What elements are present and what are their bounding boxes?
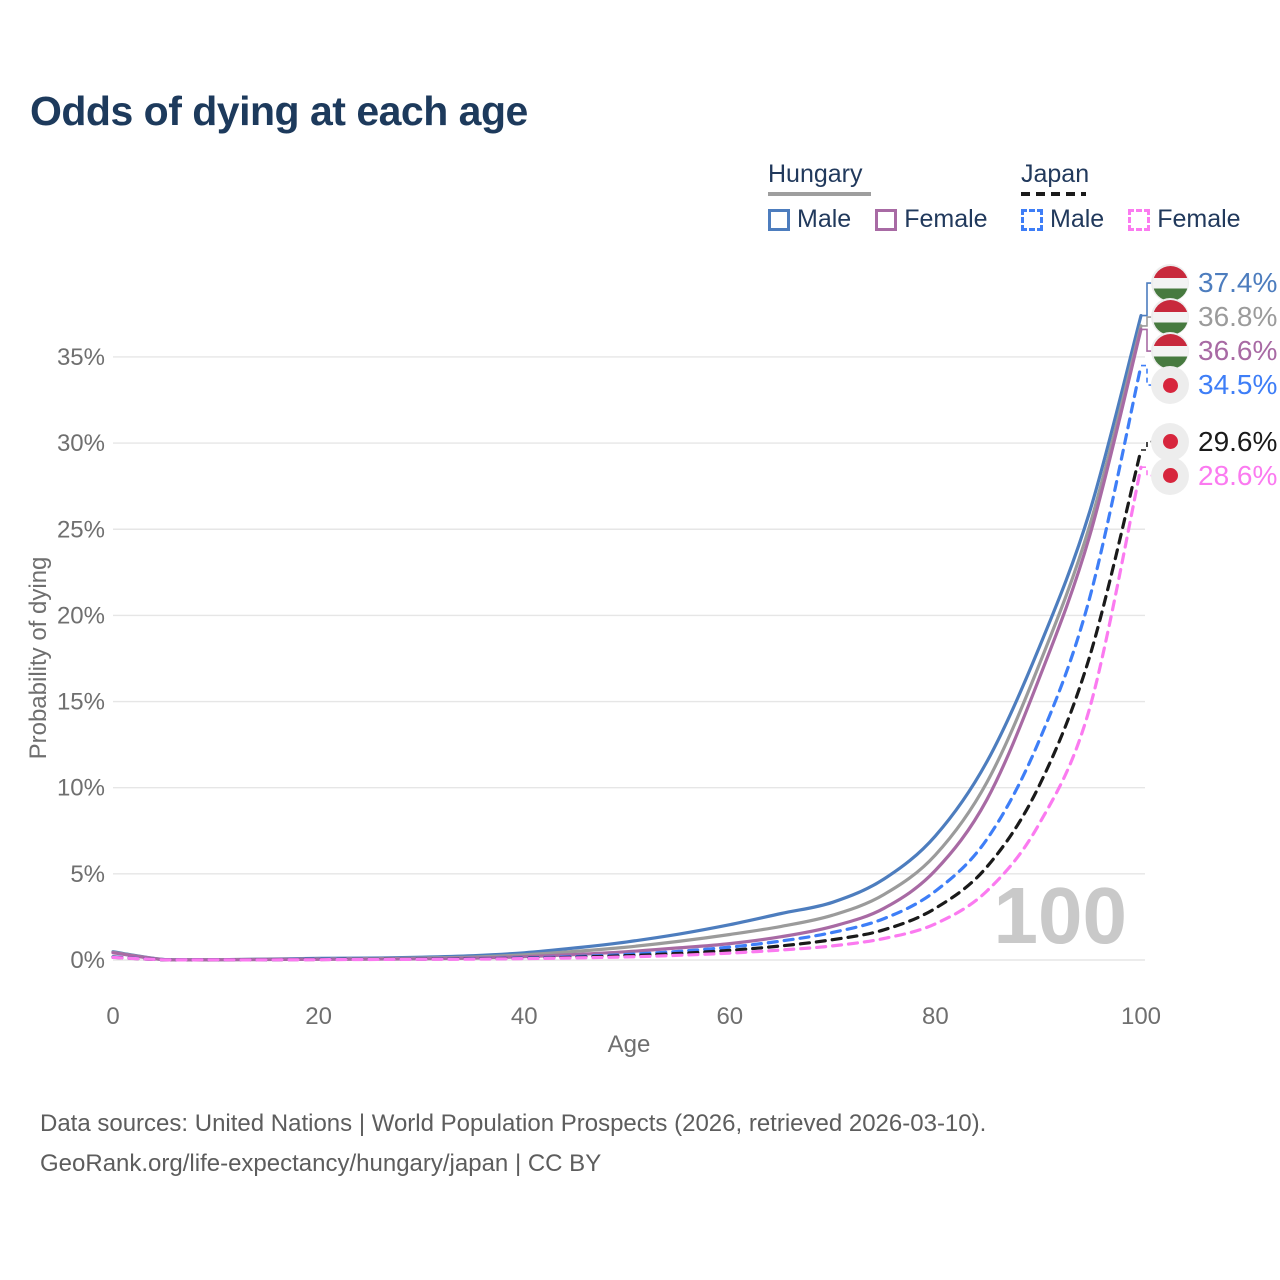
japan-female-swatch-icon — [1128, 208, 1151, 231]
footer-data-sources: Data sources: United Nations | World Pop… — [40, 1110, 987, 1137]
svg-text:5%: 5% — [70, 861, 105, 888]
end-label-connector — [1141, 316, 1152, 327]
end-label-connector — [1141, 466, 1152, 477]
legend-country-hungary[interactable]: Hungary — [768, 160, 988, 196]
end-label-value: 36.8% — [1198, 301, 1278, 333]
end-label-row-hungary-female: 36.6% — [1151, 332, 1278, 371]
series-line-hungary-female — [111, 327, 1143, 962]
end-label-row-hungary-both: 36.8% — [1151, 298, 1278, 337]
end-label-value: 34.5% — [1198, 369, 1278, 401]
japan-dashed-line-key-icon — [1021, 192, 1086, 196]
svg-text:30%: 30% — [57, 430, 105, 457]
footer: Data sources: United Nations | World Pop… — [40, 1104, 986, 1185]
legend-item-japan-male[interactable]: Male — [1021, 205, 1104, 234]
hungary-flag-icon — [1151, 298, 1189, 337]
series-line-japan-both — [111, 448, 1143, 962]
svg-text:80: 80 — [922, 1003, 949, 1030]
svg-text:Age: Age — [608, 1031, 651, 1058]
japan-flag-inner — [1162, 434, 1178, 450]
svg-text:100: 100 — [994, 871, 1127, 960]
svg-text:20: 20 — [305, 1003, 332, 1030]
end-label-value: 37.4% — [1198, 267, 1278, 299]
svg-text:10%: 10% — [57, 775, 105, 802]
svg-text:60: 60 — [716, 1003, 743, 1030]
end-label-row-hungary-male: 37.4% — [1151, 264, 1278, 303]
end-label-connector — [1141, 282, 1152, 317]
svg-text:100: 100 — [1121, 1003, 1161, 1030]
hungary-flag-icon — [1151, 332, 1189, 371]
end-label-value: 36.6% — [1198, 335, 1278, 367]
page-title: Odds of dying at each age — [30, 88, 528, 134]
hungary-flag-icon — [1151, 264, 1189, 303]
legend-japan-female-label: Female — [1157, 205, 1241, 233]
footer-attribution: GeoRank.org/life-expectancy/hungary/japa… — [40, 1150, 602, 1178]
end-label-row-japan-female: 28.6% — [1151, 456, 1278, 495]
svg-text:25%: 25% — [57, 516, 105, 543]
japan-flag-icon — [1151, 366, 1189, 405]
hungary-female-swatch-icon — [875, 208, 898, 231]
legend-japan-male-label: Male — [1050, 205, 1105, 233]
japan-male-swatch-icon — [1021, 208, 1043, 231]
legend-hungary-female-label: Female — [904, 205, 988, 233]
hungary-male-swatch-icon — [768, 208, 790, 231]
japan-flag-icon — [1151, 422, 1189, 461]
end-label-row-japan-both: 29.6% — [1151, 422, 1278, 461]
legend-group-japan: Japan Male Female — [1021, 160, 1241, 234]
legend-item-hungary-male[interactable]: Male — [768, 205, 851, 234]
japan-flag-icon — [1151, 456, 1189, 495]
legend-group-hungary: Hungary Male Female — [768, 160, 988, 234]
legend-item-hungary-female[interactable]: Female — [875, 205, 988, 234]
japan-flag-inner — [1162, 377, 1178, 393]
svg-text:0%: 0% — [70, 947, 105, 974]
svg-text:15%: 15% — [57, 689, 105, 716]
hungary-flag-inner — [1152, 299, 1188, 335]
legend-country-japan-label: Japan — [1021, 160, 1090, 188]
series-line-japan-male — [111, 364, 1143, 962]
svg-text:20%: 20% — [57, 602, 105, 629]
legend-item-japan-female[interactable]: Female — [1128, 205, 1241, 234]
series-line-japan-female — [111, 465, 1143, 962]
svg-text:Probability of dying: Probability of dying — [25, 557, 52, 760]
hungary-flag-inner — [1152, 265, 1188, 301]
end-label-row-japan-male: 34.5% — [1151, 366, 1278, 405]
end-label-connector — [1141, 328, 1152, 352]
svg-text:40: 40 — [511, 1003, 538, 1030]
end-label-connector — [1141, 364, 1152, 386]
svg-text:35%: 35% — [57, 344, 105, 371]
hungary-flag-inner — [1152, 333, 1188, 369]
svg-text:0: 0 — [106, 1003, 119, 1030]
japan-flag-inner — [1162, 468, 1178, 484]
end-label-connector — [1141, 440, 1152, 451]
end-label-value: 28.6% — [1198, 459, 1278, 491]
end-label-value: 29.6% — [1198, 425, 1278, 457]
legend-hungary-male-label: Male — [797, 205, 852, 233]
legend-country-hungary-label: Hungary — [768, 160, 863, 188]
hungary-solid-line-key-icon — [768, 192, 871, 196]
legend-country-japan[interactable]: Japan — [1021, 160, 1241, 196]
series-line-hungary-male — [111, 314, 1143, 962]
